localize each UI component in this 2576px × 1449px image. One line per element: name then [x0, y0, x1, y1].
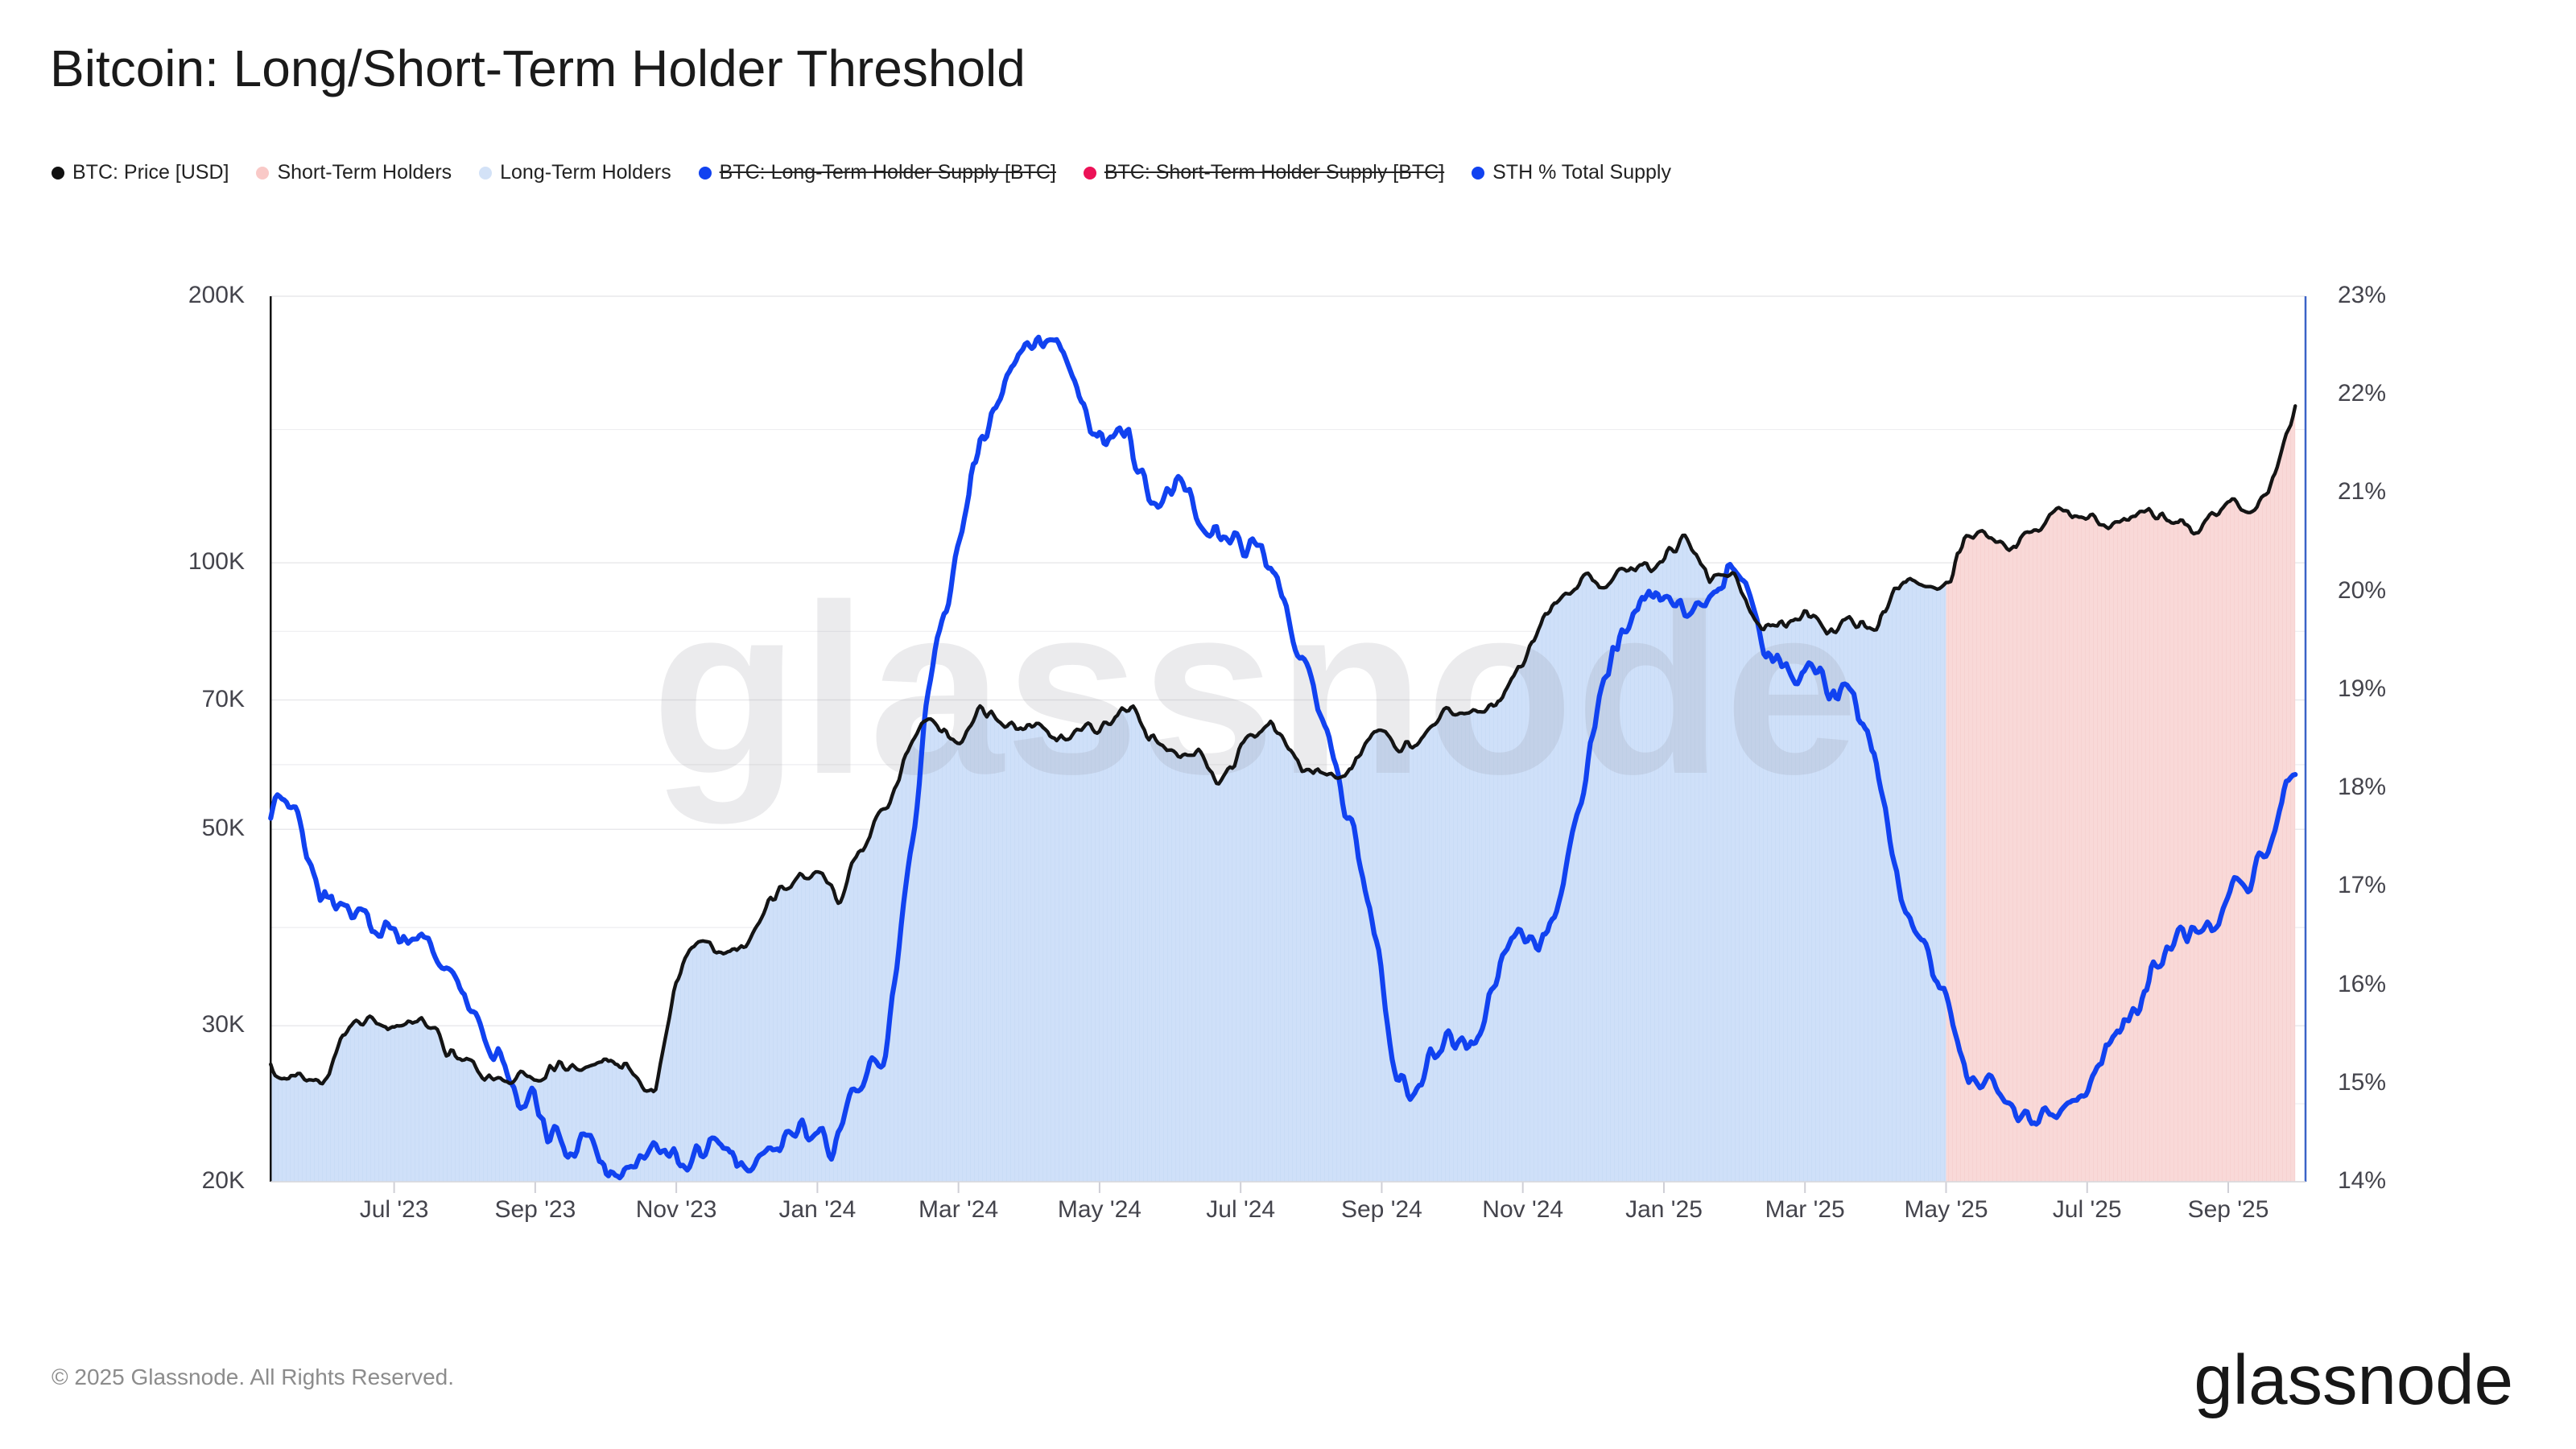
svg-text:glassnode: glassnode	[651, 554, 1860, 826]
